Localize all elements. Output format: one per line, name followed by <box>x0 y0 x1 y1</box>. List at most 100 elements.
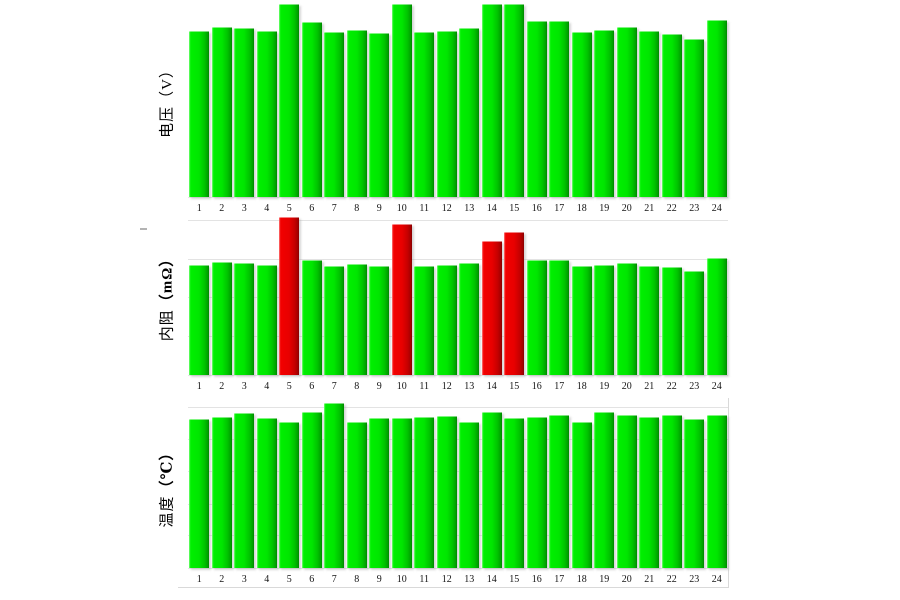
bar-slot <box>571 3 594 197</box>
x-tick-slot: 1 <box>188 198 211 214</box>
gridline <box>188 470 728 472</box>
resistance-bar-16 <box>526 259 547 375</box>
y-axis-tick <box>140 228 147 230</box>
bar-slot <box>256 3 279 197</box>
bar-slot <box>526 3 549 197</box>
bar-slot <box>256 217 279 375</box>
x-tick-label: 9 <box>376 381 382 392</box>
x-tick-label: 20 <box>621 203 632 214</box>
x-tick-slot: 9 <box>368 198 391 214</box>
bar-slot <box>683 217 706 375</box>
x-tick-label: 12 <box>441 574 452 585</box>
bar-slot <box>638 217 661 375</box>
resistance-bar-3 <box>234 262 255 375</box>
x-tick-label: 12 <box>441 381 452 392</box>
resistance-bar-17 <box>549 259 570 375</box>
y-axis-label-text: 内阻 <box>159 309 176 342</box>
x-tick-label: 13 <box>464 203 475 214</box>
temperature-bar-4 <box>256 418 277 568</box>
resistance-bar-6 <box>301 259 322 375</box>
x-tick-slot: 6 <box>301 198 324 214</box>
x-tick-label: 4 <box>264 203 270 214</box>
bar-slot <box>526 217 549 375</box>
x-tick-label: 17 <box>554 574 565 585</box>
x-tick-label: 22 <box>666 203 677 214</box>
resistance-bar-21 <box>639 265 660 375</box>
bar-slot <box>706 403 729 568</box>
y-axis-label-text: 温度 <box>159 494 176 527</box>
temperature-bar-21 <box>639 417 660 568</box>
x-tick-label: 21 <box>644 574 655 585</box>
bar-slot <box>503 3 526 197</box>
bar-slot <box>593 403 616 568</box>
x-tick-slot: 5 <box>278 376 301 392</box>
x-tick-slot: 19 <box>593 376 616 392</box>
x-tick-label: 14 <box>486 381 497 392</box>
x-tick-slot: 14 <box>481 376 504 392</box>
resistance-bar-12 <box>436 264 457 375</box>
x-tick-label: 22 <box>666 381 677 392</box>
x-tick-slot: 17 <box>548 198 571 214</box>
gridline <box>188 503 728 505</box>
y-axis-label-text: 电压 <box>159 105 176 138</box>
bar-slot <box>481 3 504 197</box>
bar-slot <box>256 403 279 568</box>
temperature-bar-17 <box>549 415 570 568</box>
x-tick-slot: 13 <box>458 198 481 214</box>
x-tick-label: 10 <box>396 381 407 392</box>
x-tick-slot: 19 <box>593 198 616 214</box>
voltage-bar-17 <box>549 21 570 197</box>
bar-slot <box>301 217 324 375</box>
x-tick-label: 1 <box>196 574 202 585</box>
bar-slot <box>368 3 391 197</box>
bar-slot <box>661 217 684 375</box>
temperature-bar-23 <box>684 419 705 568</box>
temperature-bar-20 <box>616 415 637 568</box>
bar-slot <box>233 403 256 568</box>
x-tick-label: 24 <box>711 574 722 585</box>
resistance-bar-8 <box>346 264 367 375</box>
x-axis-labels-voltage: 1 2 3 4 5 6 7 8 9 10 11 12 13 14 15 16 17 18 19 20 21 22 23 24 <box>188 198 729 214</box>
x-tick-slot: 22 <box>661 569 684 585</box>
voltage-bar-19 <box>594 29 615 197</box>
x-tick-label: 20 <box>621 381 632 392</box>
x-tick-slot: 20 <box>616 569 639 585</box>
gridline <box>188 335 728 337</box>
bar-slot <box>593 217 616 375</box>
x-tick-slot: 7 <box>323 198 346 214</box>
x-tick-slot: 22 <box>661 198 684 214</box>
bar-slot <box>661 403 684 568</box>
x-tick-label: 22 <box>666 574 677 585</box>
voltage-bar-4 <box>256 30 277 197</box>
x-tick-label: 18 <box>576 381 587 392</box>
bar-slot <box>638 3 661 197</box>
x-tick-slot: 17 <box>548 569 571 585</box>
x-tick-slot: 11 <box>413 569 436 585</box>
voltage-bar-21 <box>639 30 660 197</box>
resistance-bar-15 <box>504 231 525 375</box>
voltage-bar-16 <box>526 21 547 197</box>
temperature-bar-5 <box>279 421 300 568</box>
y-axis-label-resistance: 内阻（mΩ） <box>156 251 177 342</box>
voltage-bar-9 <box>369 33 390 197</box>
bar-slot <box>481 217 504 375</box>
x-tick-label: 3 <box>241 574 247 585</box>
bar-slot <box>458 217 481 375</box>
x-tick-slot: 5 <box>278 198 301 214</box>
temperature-bar-8 <box>346 421 367 568</box>
temperature-bar-6 <box>301 412 322 568</box>
x-tick-slot: 9 <box>368 569 391 585</box>
voltage-bar-1 <box>189 30 210 197</box>
x-tick-slot: 7 <box>323 376 346 392</box>
bar-slot <box>413 3 436 197</box>
bar-slot <box>301 403 324 568</box>
bar-slot <box>346 217 369 375</box>
plot-area-temperature <box>188 403 728 569</box>
temperature-bar-14 <box>481 412 502 568</box>
x-tick-slot: 4 <box>256 376 279 392</box>
x-tick-slot: 24 <box>706 198 729 214</box>
bar-slot <box>436 403 459 568</box>
bar-slot <box>661 3 684 197</box>
x-tick-slot: 1 <box>188 376 211 392</box>
bar-slot <box>301 3 324 197</box>
